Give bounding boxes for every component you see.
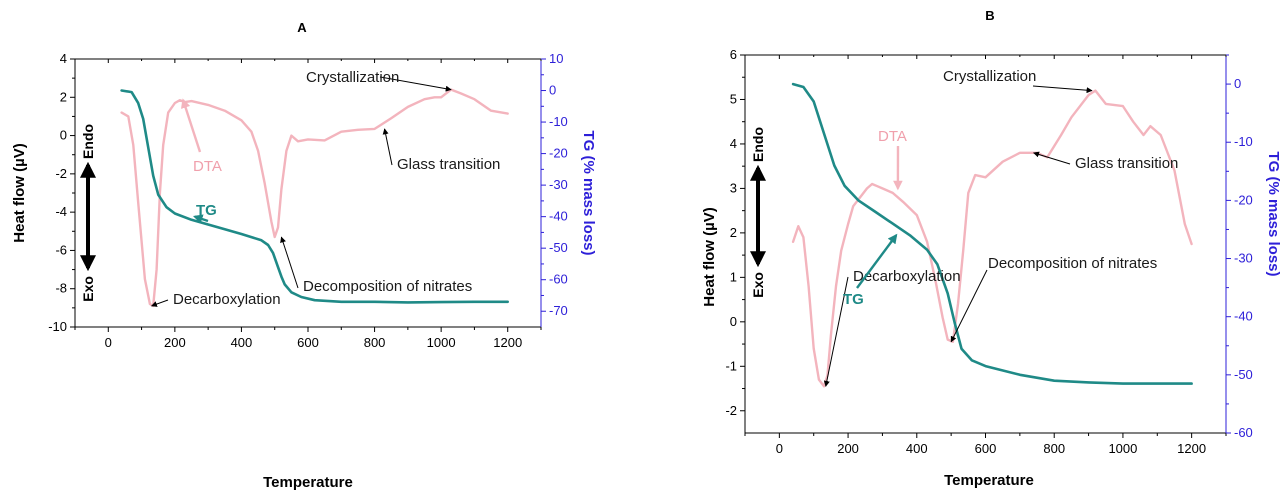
annotation-arrow	[1033, 151, 1071, 165]
y-tick-label: 6	[730, 47, 737, 62]
y2-tick-label: -40	[549, 209, 568, 224]
y2-tick-label: -70	[549, 303, 568, 318]
annotation-arrow	[280, 236, 299, 289]
y-tick-label: 4	[730, 136, 737, 151]
y-tick-label: -2	[725, 403, 737, 418]
panel-a: A 0 200 400 600 800 1000 1200-10-8-6-4-2024-70…	[11, 20, 597, 491]
series-tg-line	[120, 89, 510, 304]
annotation-label: Glass transition	[1075, 155, 1178, 172]
y-tick-label: -1	[725, 358, 737, 373]
y-tick-label: -10	[48, 319, 67, 334]
annotation-label: Decomposition of nitrates	[303, 278, 472, 295]
x-tick-label: 1200	[1177, 441, 1206, 456]
annotation-arrow	[379, 76, 452, 92]
annotation-arrow	[950, 269, 988, 343]
annotation-arrow	[823, 276, 849, 387]
panel-label: B	[985, 8, 994, 23]
y-tick-label: 4	[60, 51, 67, 66]
y2-tick-label: -20	[549, 146, 568, 161]
annotation-arrow	[1032, 85, 1093, 94]
annotation-label: Decomposition of nitrates	[988, 255, 1157, 272]
x-tick-label: 1200	[493, 335, 522, 350]
x-axis-title: Temperature	[263, 474, 353, 491]
series-dta-line	[791, 89, 1193, 388]
y2-tick-label: -50	[1234, 367, 1253, 382]
x-tick-label: 400	[231, 335, 253, 350]
panel-b: B 0 200 400 600 800 1000 1200-2-10123456-60-50…	[701, 8, 1282, 489]
y2-tick-label: 0	[549, 83, 556, 98]
x-axis-title: Temperature	[944, 472, 1034, 489]
y2-tick-label: -30	[549, 177, 568, 192]
x-tick-label: 0	[776, 441, 783, 456]
annotation-arrow	[382, 128, 393, 166]
x-tick-label: 1000	[1108, 441, 1137, 456]
annotation-label: TG	[196, 202, 217, 219]
annotation-label: Crystallization	[306, 69, 399, 86]
y2-tick-label: -60	[549, 272, 568, 287]
y2-tick-label: -40	[1234, 309, 1253, 324]
annotation-arrow	[193, 214, 209, 224]
y-tick-label: 2	[60, 89, 67, 104]
y-tick-label: -4	[55, 204, 67, 219]
y2-tick-label: -10	[1234, 134, 1253, 149]
annotation-label: Glass transition	[397, 156, 500, 173]
series-dta-line	[120, 88, 509, 308]
x-tick-label: 200	[837, 441, 859, 456]
annotation-arrow	[856, 233, 898, 289]
exo-label: Exo	[750, 272, 766, 298]
annotation-label: DTA	[193, 158, 222, 175]
y-axis-title: Heat flow (µV)	[701, 207, 718, 306]
annotation-arrow	[180, 98, 202, 153]
y2-tick-label: -30	[1234, 251, 1253, 266]
x-tick-label: 600	[975, 441, 997, 456]
x-tick-label: 600	[297, 335, 319, 350]
annotation-label: TG	[843, 291, 864, 308]
y2-tick-label: -50	[549, 240, 568, 255]
annotation-label: Crystallization	[943, 68, 1036, 85]
annotation-label: Decarboxylation	[173, 291, 281, 308]
y-axis-title: Heat flow (µV)	[11, 143, 28, 242]
y-tick-label: 0	[60, 128, 67, 143]
y-tick-label: -8	[55, 281, 67, 296]
annotation-label: DTA	[878, 128, 907, 145]
exo-label: Exo	[80, 276, 96, 302]
annotation-arrow	[150, 299, 169, 307]
y2-tick-label: -20	[1234, 192, 1253, 207]
y2-tick-label: -10	[549, 114, 568, 129]
y-tick-label: 0	[730, 314, 737, 329]
endo-label: Endo	[750, 127, 766, 162]
x-tick-label: 0	[105, 335, 112, 350]
y-tick-label: 5	[730, 91, 737, 106]
y-tick-label: 2	[730, 225, 737, 240]
y2-tick-label: -60	[1234, 425, 1253, 440]
y-tick-label: 3	[730, 180, 737, 195]
x-tick-label: 800	[364, 335, 386, 350]
y2-axis-title: TG (% mass loss)	[1265, 151, 1282, 276]
y-tick-label: 1	[730, 269, 737, 284]
x-tick-label: 200	[164, 335, 186, 350]
y2-tick-label: 10	[549, 51, 563, 66]
y2-axis-title: TG (% mass loss)	[580, 130, 597, 255]
x-tick-label: 800	[1043, 441, 1065, 456]
panel-label: A	[297, 20, 307, 35]
x-tick-label: 400	[906, 441, 928, 456]
endo-label: Endo	[80, 124, 96, 159]
x-tick-label: 1000	[427, 335, 456, 350]
series-tg-line	[791, 82, 1193, 385]
y-tick-label: -2	[55, 166, 67, 181]
y-tick-label: -6	[55, 242, 67, 257]
y2-tick-label: 0	[1234, 76, 1241, 91]
annotation-label: Decarboxylation	[853, 268, 961, 285]
